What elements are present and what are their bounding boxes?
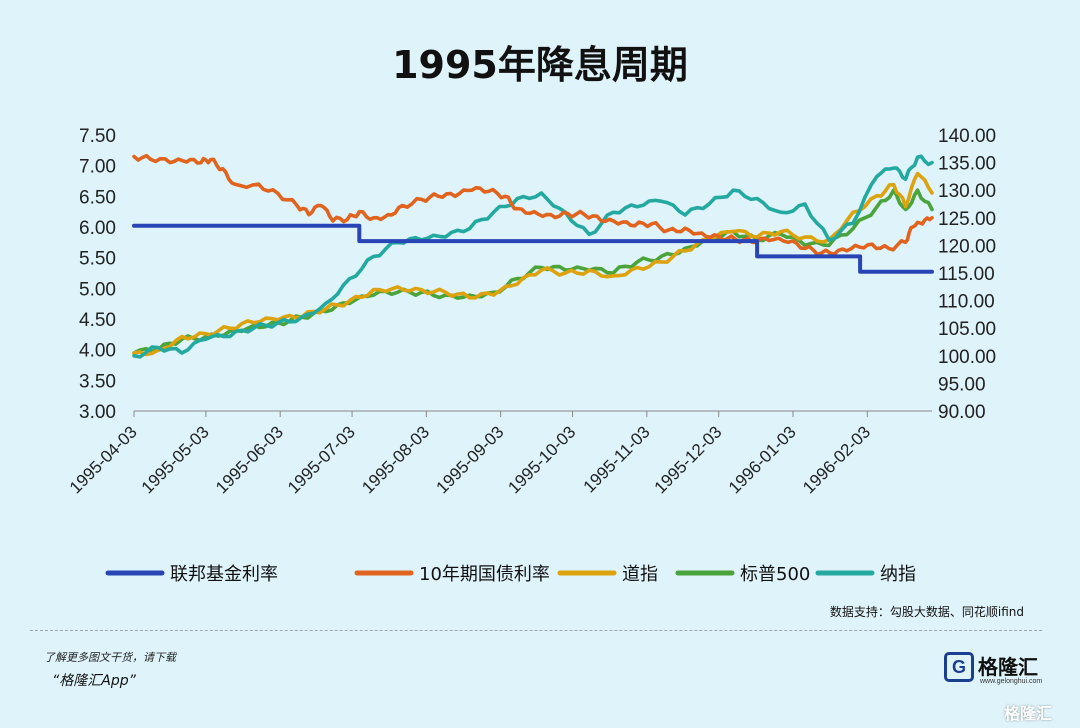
y-right-tick-label: 135.00 (938, 154, 996, 175)
x-tick-label: 1995-04-03 (66, 422, 141, 497)
promo-app-name: “格隆汇App” (52, 673, 136, 689)
axes-layer: 3.00 3.50 4.00 4.50 5.00 5.50 6.00 6.50 7.00 7.50… (66, 126, 996, 497)
y-left-tick-label: 4.50 (79, 310, 116, 331)
series-line-2 (132, 171, 934, 357)
x-tick-label: 1996-01-03 (725, 422, 800, 497)
brand-logo: G 格隆汇 www.gelonghui.com (944, 650, 1042, 685)
series-layer (132, 153, 934, 359)
legend-label: 纳指 (880, 564, 916, 585)
y-left-tick-label: 5.00 (79, 279, 116, 300)
y-right-tick-label: 125.00 (938, 209, 996, 230)
chart-legend: 联邦基金利率 10年期国债利率 道指 标普500 纳指 (105, 564, 916, 585)
brand-url: www.gelonghui.com (980, 678, 1043, 685)
y-left-tick-label: 6.50 (79, 187, 116, 208)
x-tick-label: 1995-06-03 (212, 422, 287, 497)
y-right-tick-label: 120.00 (938, 236, 996, 257)
line-chart: 3.00 3.50 4.00 4.50 5.00 5.50 6.00 6.50 7.00 7.50… (66, 126, 996, 585)
x-tick-label: 1995-11-03 (580, 422, 654, 496)
y-left-tick-label: 7.00 (79, 157, 116, 178)
x-tick-label: 1995-10-03 (504, 422, 579, 497)
legend-label: 联邦基金利率 (170, 564, 278, 585)
legend-label: 10年期国债利率 (419, 564, 550, 585)
y-right-tick-label: 140.00 (938, 126, 996, 147)
legend-label: 道指 (622, 564, 658, 585)
chart-title: 1995年降息周期 (392, 43, 688, 87)
corner-watermark: 格隆汇 (1004, 704, 1053, 723)
y-left-tick-label: 3.50 (79, 371, 116, 392)
y-right-tick-label: 110.00 (938, 292, 995, 313)
y-left-tick-label: 7.50 (79, 126, 116, 147)
y-right-tick-label: 90.00 (938, 402, 986, 423)
legend-label: 标普500 (740, 564, 810, 585)
x-tick-label: 1995-07-03 (284, 422, 359, 497)
data-source-note: 数据支持：勾股大数据、同花顺ifind (829, 605, 1024, 619)
footer-divider (30, 630, 1042, 631)
y-right-tick-label: 130.00 (938, 181, 996, 202)
brand-name: 格隆汇 (978, 655, 1038, 679)
y-left-tick-label: 3.00 (79, 402, 116, 423)
y-right-tick-label: 105.00 (938, 319, 996, 340)
promo-text: 了解更多图文干货，请下载 (44, 651, 176, 664)
x-tick-label: 1995-05-03 (138, 422, 213, 497)
y-right-tick-label: 95.00 (938, 374, 986, 395)
series-line-0 (132, 223, 934, 274)
brand-g-icon: G (944, 652, 974, 682)
x-tick-label: 1996-02-03 (799, 422, 874, 497)
series-line-4 (132, 154, 934, 359)
series-line-1 (132, 153, 934, 257)
x-tick-label: 1995-08-03 (358, 422, 433, 497)
y-right-tick-label: 100.00 (938, 347, 996, 368)
y-right-tick-label: 115.00 (938, 264, 995, 285)
y-left-tick-label: 6.00 (79, 218, 116, 239)
x-tick-label: 1995-09-03 (433, 422, 508, 497)
y-left-tick-label: 5.50 (79, 249, 116, 270)
y-left-tick-label: 4.00 (79, 341, 116, 362)
x-tick-label: 1995-12-03 (651, 422, 726, 497)
